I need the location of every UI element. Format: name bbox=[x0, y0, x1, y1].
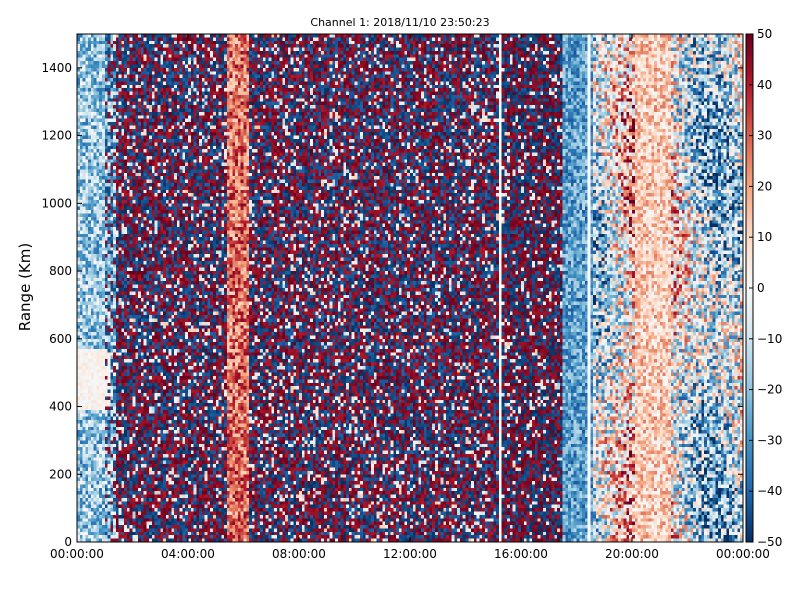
y-tick-label: 1200 bbox=[41, 129, 72, 143]
y-tick-label: 0 bbox=[64, 535, 72, 549]
y-tick-label: 1400 bbox=[41, 61, 72, 75]
y-axis: 0 200 400 600 800 1000 1200 1400 bbox=[41, 61, 743, 549]
colorbar-tick-label: 50 bbox=[757, 27, 772, 41]
x-tick-label: 08:00:00 bbox=[272, 547, 326, 561]
x-axis: 00:00:00 04:00:00 08:00:00 12:00:00 16:00:00… bbox=[50, 34, 770, 561]
colorbar-tick-label: −30 bbox=[757, 433, 782, 447]
x-tick-label: 00:00:00 bbox=[716, 547, 770, 561]
chart-title: Channel 1: 2018/11/10 23:50:23 bbox=[310, 16, 490, 29]
colorbar-tick-label: −50 bbox=[757, 535, 782, 549]
colorbar-axis: 50 40 30 20 10 0 −10 −20 −30 −40 −50 bbox=[749, 27, 782, 549]
y-tick-label: 800 bbox=[49, 264, 72, 278]
x-tick-label: 16:00:00 bbox=[494, 547, 548, 561]
x-tick-label: 20:00:00 bbox=[605, 547, 659, 561]
x-tick-label: 12:00:00 bbox=[383, 547, 437, 561]
colorbar-tick-label: 40 bbox=[757, 78, 772, 92]
heatmap-raster bbox=[77, 34, 743, 542]
colorbar-tick-label: 0 bbox=[757, 281, 765, 295]
colorbar-tick-label: −20 bbox=[757, 383, 782, 397]
colorbar-tick-label: 20 bbox=[757, 179, 772, 193]
colorbar-tick-label: 10 bbox=[757, 230, 772, 244]
x-tick-label: 04:00:00 bbox=[161, 547, 215, 561]
y-tick-label: 400 bbox=[49, 400, 72, 414]
colorbar-tick-label: −40 bbox=[757, 484, 782, 498]
y-tick-label: 1000 bbox=[41, 196, 72, 210]
y-tick-label: 600 bbox=[49, 332, 72, 346]
colorbar-tick-label: 30 bbox=[757, 129, 772, 143]
x-tick-label: 00:00:00 bbox=[50, 547, 104, 561]
y-tick-label: 200 bbox=[49, 467, 72, 481]
colorbar-tick-label: −10 bbox=[757, 332, 782, 346]
